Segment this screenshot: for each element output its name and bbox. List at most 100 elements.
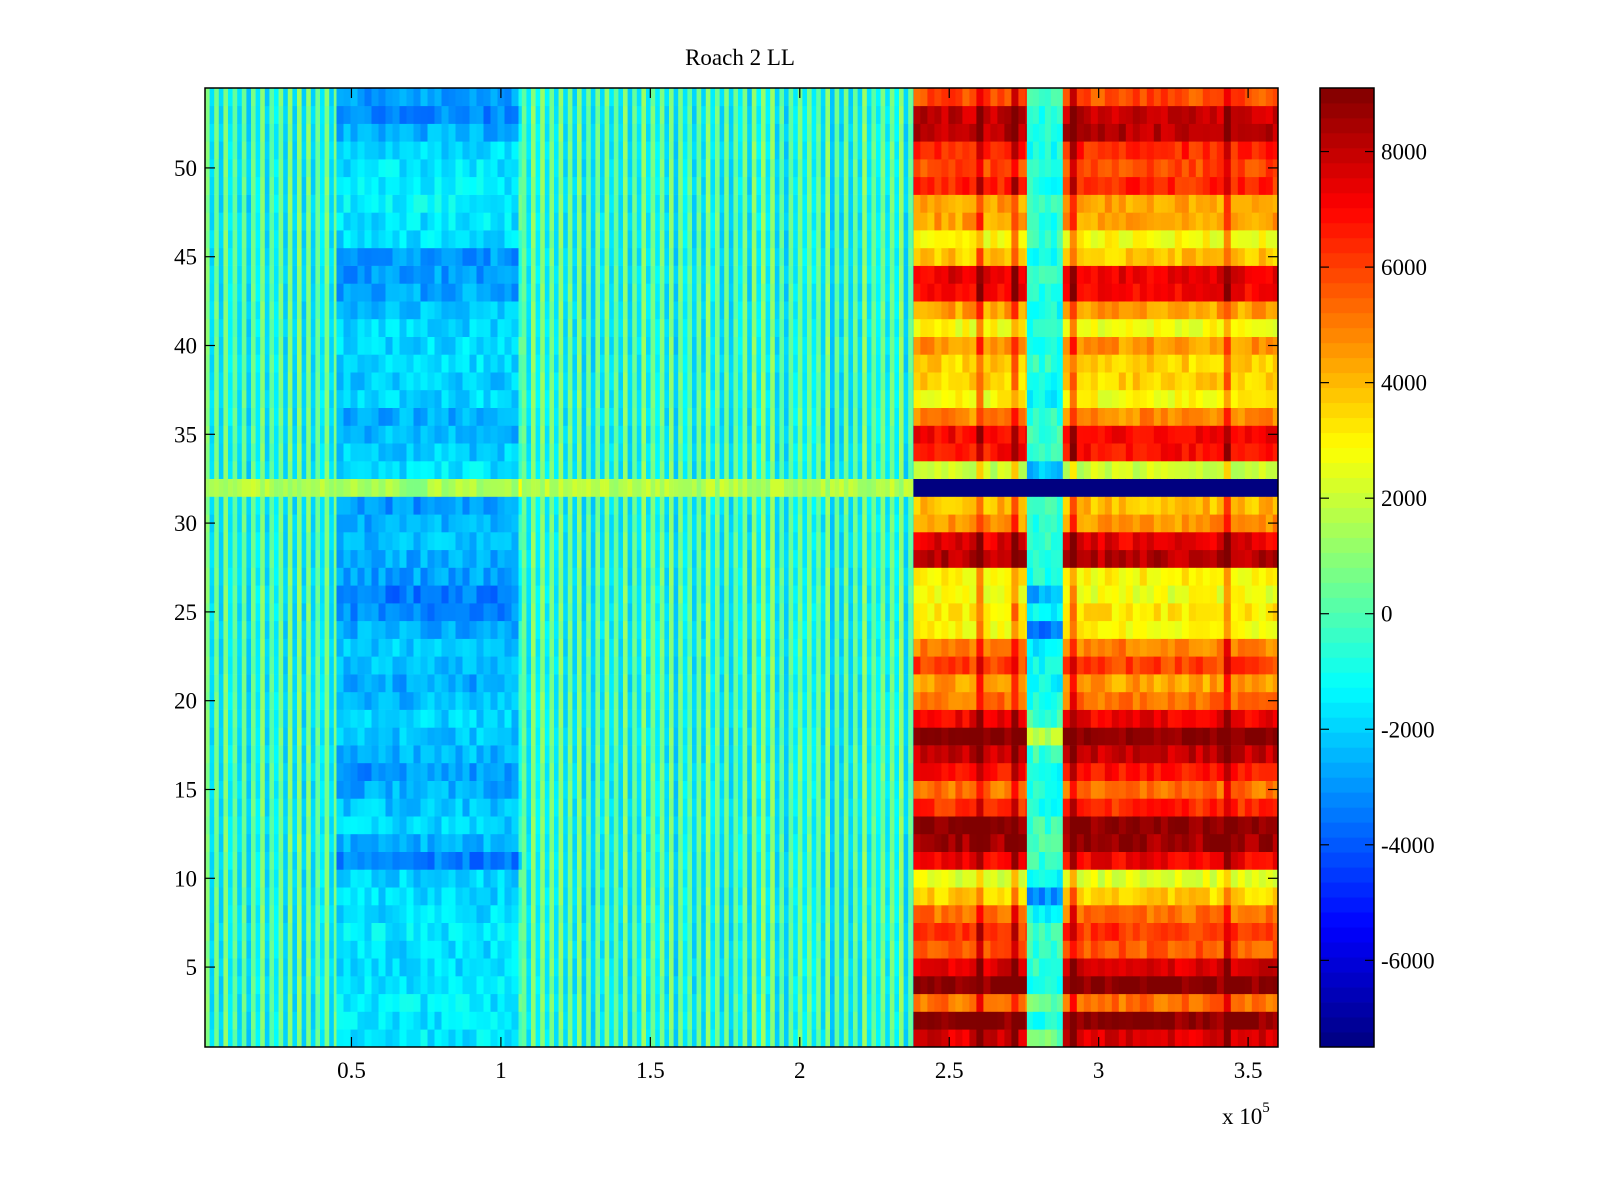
- heatmap-cell: [540, 674, 546, 693]
- heatmap-cell: [462, 976, 470, 995]
- heatmap-cell: [371, 869, 379, 888]
- heatmap-cell: [283, 283, 289, 302]
- heatmap-cell: [214, 105, 220, 124]
- heatmap-cell: [604, 88, 610, 107]
- heatmap-cell: [554, 176, 559, 195]
- heatmap-cell: [310, 372, 316, 391]
- heatmap-cell: [241, 1029, 247, 1048]
- heatmap-cell: [350, 301, 358, 320]
- heatmap-cell: [558, 1029, 564, 1048]
- heatmap-cell: [497, 709, 505, 728]
- heatmap-cell: [371, 88, 379, 107]
- heatmap-cell: [399, 176, 407, 195]
- heatmap-cell: [333, 354, 337, 373]
- heatmap-cell: [646, 88, 651, 107]
- heatmap-cell: [448, 443, 456, 462]
- heatmap-cell: [563, 745, 569, 764]
- heatmap-cell: [627, 247, 633, 266]
- heatmap-cell: [413, 780, 421, 799]
- heatmap-cell: [333, 460, 337, 479]
- heatmap-cell: [636, 212, 642, 231]
- heatmap-cell: [255, 159, 261, 178]
- heatmap-cell: [669, 372, 674, 391]
- heatmap-cell: [434, 230, 442, 249]
- heatmap-cell: [371, 887, 379, 906]
- heatmap-cell: [251, 336, 256, 355]
- heatmap-cell: [609, 887, 615, 906]
- heatmap-cell: [350, 833, 358, 852]
- heatmap-cell: [287, 105, 293, 124]
- heatmap-cell: [636, 1029, 642, 1048]
- heatmap-cell: [237, 407, 243, 426]
- heatmap-cell: [549, 265, 555, 284]
- heatmap-cell: [627, 354, 633, 373]
- heatmap-cell: [237, 318, 243, 337]
- heatmap-cell: [209, 656, 215, 675]
- heatmap-cell: [669, 691, 674, 710]
- heatmap-cell: [577, 212, 582, 231]
- heatmap-cell: [306, 620, 312, 639]
- heatmap-cell: [540, 585, 546, 604]
- heatmap-cell: [420, 265, 428, 284]
- heatmap-cell: [350, 674, 358, 693]
- heatmap-cell: [448, 105, 456, 124]
- heatmap-cell: [392, 318, 400, 337]
- heatmap-cell: [490, 123, 498, 142]
- heatmap-cell: [228, 1011, 233, 1030]
- heatmap-cell: [497, 105, 505, 124]
- heatmap-cell: [623, 567, 628, 586]
- heatmap-cell: [483, 904, 491, 923]
- heatmap-cell: [641, 88, 647, 107]
- heatmap-cell: [237, 603, 243, 622]
- heatmap-cell: [241, 354, 247, 373]
- heatmap-cell: [511, 176, 519, 195]
- heatmap-cell: [586, 194, 592, 213]
- heatmap-cell: [678, 123, 684, 142]
- heatmap-cell: [241, 798, 247, 817]
- heatmap-cell: [324, 638, 330, 657]
- heatmap-cell: [655, 709, 661, 728]
- heatmap-cell: [540, 709, 546, 728]
- heatmap-cell: [301, 549, 307, 568]
- heatmap-cell: [609, 922, 615, 941]
- heatmap-cell: [504, 869, 512, 888]
- heatmap-cell: [518, 940, 523, 959]
- heatmap-cell: [448, 230, 456, 249]
- heatmap-cell: [223, 372, 229, 391]
- heatmap-cell: [364, 123, 372, 142]
- heatmap-cell: [567, 1011, 573, 1030]
- heatmap-cell: [549, 1029, 555, 1048]
- heatmap-cell: [586, 993, 592, 1012]
- heatmap-cell: [413, 372, 421, 391]
- heatmap-cell: [278, 656, 284, 675]
- heatmap-cell: [223, 105, 229, 124]
- heatmap-cell: [554, 869, 559, 888]
- heatmap-cell: [469, 389, 477, 408]
- heatmap-cell: [315, 425, 321, 444]
- heatmap-cell: [264, 514, 270, 533]
- heatmap-cell: [255, 194, 261, 213]
- heatmap-cell: [251, 443, 256, 462]
- heatmap-cell: [324, 745, 330, 764]
- heatmap-cell: [600, 638, 605, 657]
- heatmap-cell: [343, 745, 351, 764]
- heatmap-cell: [636, 318, 642, 337]
- heatmap-cell: [399, 336, 407, 355]
- heatmap-cell: [399, 105, 407, 124]
- heatmap-cell: [682, 336, 688, 355]
- heatmap-cell: [526, 230, 532, 249]
- heatmap-cell: [324, 709, 330, 728]
- heatmap-cell: [278, 869, 284, 888]
- heatmap-cell: [301, 869, 307, 888]
- heatmap-cell: [673, 709, 679, 728]
- heatmap-cell: [255, 212, 261, 231]
- heatmap-cell: [613, 656, 619, 675]
- heatmap-cell: [434, 407, 442, 426]
- heatmap-cell: [521, 656, 527, 675]
- heatmap-cell: [535, 780, 541, 799]
- heatmap-cell: [504, 851, 512, 870]
- heatmap-cell: [205, 478, 210, 497]
- heatmap-cell: [669, 638, 674, 657]
- heatmap-cell: [232, 976, 238, 995]
- heatmap-cell: [590, 247, 596, 266]
